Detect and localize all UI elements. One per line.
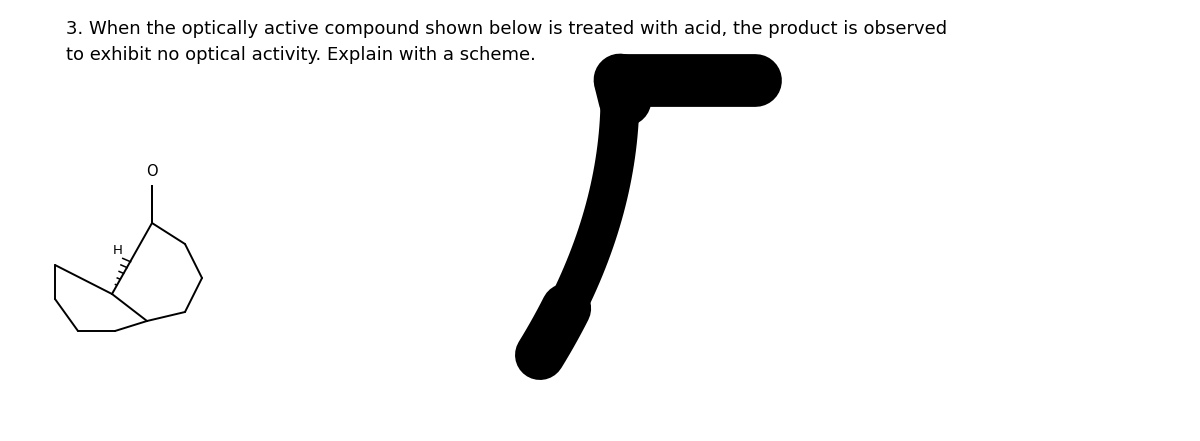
Text: O: O [146, 164, 158, 179]
Text: 3. When the optically active compound shown below is treated with acid, the prod: 3. When the optically active compound sh… [66, 20, 947, 64]
Text: H: H [113, 243, 122, 257]
